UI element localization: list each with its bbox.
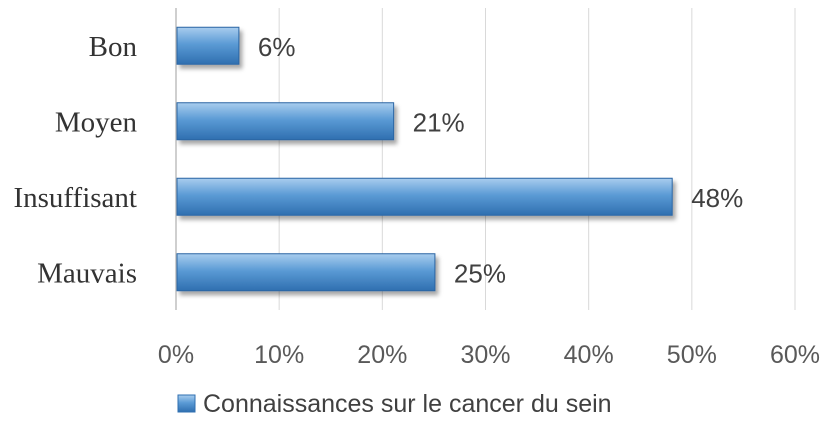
category-axis: Bon Moyen Insuffisant Mauvais	[13, 8, 177, 310]
x-tick-label: 0%	[158, 341, 194, 369]
x-axis-ticks: 0% 10% 20% 30% 40% 50% 60%	[158, 341, 820, 369]
x-tick-label: 30%	[460, 341, 510, 369]
bar-bon	[176, 26, 240, 65]
legend-label: Connaissances sur le cancer du sein	[203, 390, 612, 418]
x-tick-label: 20%	[357, 341, 407, 369]
bar-moyen	[176, 102, 395, 141]
bar-series	[176, 26, 673, 292]
category-label: Moyen	[55, 106, 138, 138]
category-label: Insuffisant	[13, 182, 137, 214]
data-label: 21%	[413, 107, 465, 137]
category-label: Bon	[89, 31, 138, 63]
x-tick-label: 50%	[667, 341, 717, 369]
data-labels: 6% 21% 48% 25%	[258, 32, 743, 289]
x-tick-label: 10%	[254, 341, 304, 369]
bar-mauvais	[176, 253, 436, 292]
data-label: 48%	[691, 183, 743, 213]
x-tick-label: 60%	[770, 341, 820, 369]
legend: Connaissances sur le cancer du sein	[177, 390, 612, 418]
bar-insuffisant	[176, 177, 673, 216]
legend-swatch	[177, 394, 196, 413]
category-label: Mauvais	[37, 257, 137, 289]
data-label: 6%	[258, 32, 296, 62]
data-label: 25%	[454, 258, 506, 288]
x-tick-label: 40%	[564, 341, 614, 369]
